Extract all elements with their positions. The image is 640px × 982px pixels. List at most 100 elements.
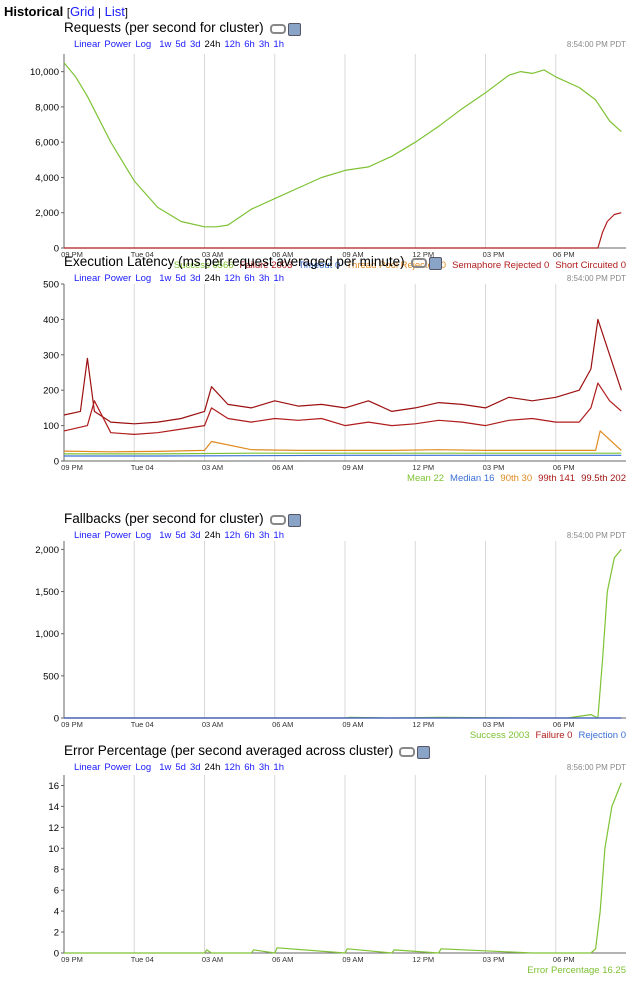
- link-icon[interactable]: [399, 747, 416, 758]
- range-option-3d[interactable]: 3d: [189, 39, 201, 50]
- range-option-24h[interactable]: 24h: [204, 273, 221, 284]
- range-option-1h[interactable]: 1h: [273, 530, 284, 541]
- x-tick-label: 09 PM: [61, 463, 83, 472]
- legend-entry: Failure 2003: [239, 260, 293, 271]
- y-tick-label: 2: [54, 928, 59, 939]
- range-option-1w[interactable]: 1w: [159, 762, 172, 773]
- legend-entry: Median 16: [450, 473, 495, 484]
- page-header: Historical [Grid | List]: [4, 4, 128, 19]
- range-option-5d[interactable]: 5d: [175, 39, 186, 50]
- link-icon[interactable]: [269, 515, 286, 526]
- y-tick-label: 300: [43, 350, 59, 361]
- y-tick-label: 500: [43, 671, 59, 682]
- range-option-12h[interactable]: 12h: [224, 530, 241, 541]
- series-line-99th: [63, 382, 622, 435]
- range-option-3h[interactable]: 3h: [258, 273, 270, 284]
- range-option-5d[interactable]: 5d: [175, 273, 186, 284]
- range-option-12h[interactable]: 12h: [224, 273, 241, 284]
- range-option-1w[interactable]: 1w: [159, 273, 172, 284]
- range-option-12h[interactable]: 12h: [224, 39, 241, 50]
- legend-entry: 99.5th 202: [581, 473, 626, 484]
- scale-option-power[interactable]: Power: [104, 530, 132, 541]
- range-option-24h[interactable]: 24h: [204, 530, 221, 541]
- chart-legend: Error Percentage 16.25: [521, 965, 626, 976]
- y-tick-label: 8,000: [35, 102, 59, 113]
- x-tick-label: 09 PM: [61, 955, 83, 964]
- x-tick-label: 06 PM: [553, 463, 575, 472]
- x-tick-label: Tue 04: [131, 955, 154, 964]
- range-option-3h[interactable]: 3h: [258, 530, 270, 541]
- range-option-1h[interactable]: 1h: [273, 273, 284, 284]
- chart-svg: 09 PM Tue 04 03 AM 06 AM 09 AM 12 PM 03 PM 06 P…: [30, 54, 626, 259]
- range-option-6h[interactable]: 6h: [244, 530, 255, 541]
- range-option-3d[interactable]: 3d: [189, 273, 201, 284]
- x-tick-label: 03 AM: [202, 720, 223, 729]
- link-icon[interactable]: [410, 258, 427, 269]
- range-option-3d[interactable]: 3d: [189, 762, 201, 773]
- x-tick-label: 09 AM: [342, 463, 363, 472]
- range-option-24h[interactable]: 24h: [204, 39, 221, 50]
- range-option-5d[interactable]: 5d: [175, 530, 186, 541]
- scale-option-power[interactable]: Power: [104, 762, 132, 773]
- scale-option-log[interactable]: Log: [135, 39, 152, 50]
- scale-option-linear[interactable]: Linear: [74, 530, 101, 541]
- x-tick-label: 06 AM: [272, 250, 293, 259]
- range-option-6h[interactable]: 6h: [244, 273, 255, 284]
- y-tick-label: 6,000: [35, 138, 59, 149]
- chart-panel: Error Percentage (per second averaged ac…: [0, 743, 640, 981]
- range-option-6h[interactable]: 6h: [244, 39, 255, 50]
- y-tick-label: 0: [54, 714, 59, 725]
- range-option-5d[interactable]: 5d: [175, 762, 186, 773]
- scale-option-linear[interactable]: Linear: [74, 273, 101, 284]
- scale-option-log[interactable]: Log: [135, 762, 152, 773]
- x-tick-label: Tue 04: [131, 250, 154, 259]
- y-tick-label: 1,000: [35, 629, 59, 640]
- scale-option-linear[interactable]: Linear: [74, 762, 101, 773]
- scale-option-power[interactable]: Power: [104, 39, 132, 50]
- image-icon[interactable]: [417, 745, 431, 759]
- timestamp: 8:56:00 PM PDT: [566, 763, 626, 772]
- y-tick-label: 4,000: [35, 173, 59, 184]
- image-icon[interactable]: [287, 22, 301, 36]
- range-option-1w[interactable]: 1w: [159, 530, 172, 541]
- range-option-3h[interactable]: 3h: [258, 762, 270, 773]
- series-line-mean: [64, 452, 622, 455]
- link-icon[interactable]: [269, 24, 286, 35]
- time-range-bar: Linear Power Log 1w 5d 3d 24h 12h 6h 3h 1h: [74, 530, 288, 541]
- x-tick-label: 06 AM: [272, 463, 293, 472]
- x-tick-label: 09 AM: [342, 720, 363, 729]
- image-icon[interactable]: [287, 513, 301, 527]
- chart-svg: 09 PM Tue 04 03 AM 06 AM 09 AM 12 PM 03 PM 06 P…: [48, 775, 626, 964]
- time-range-bar: Linear Power Log 1w 5d 3d 24h 12h 6h 3h 1h: [74, 273, 288, 284]
- range-option-1h[interactable]: 1h: [273, 39, 284, 50]
- x-tick-label: 09 AM: [342, 250, 363, 259]
- series-line-error-percentage: [64, 782, 622, 954]
- legend-entry: Mean 22: [407, 473, 445, 484]
- range-option-12h[interactable]: 12h: [224, 762, 241, 773]
- list-link[interactable]: List: [104, 4, 125, 19]
- scale-option-log[interactable]: Log: [135, 273, 152, 284]
- range-option-3d[interactable]: 3d: [189, 530, 201, 541]
- chart-panel: Requests (per second for cluster) Linear P…: [0, 20, 640, 276]
- range-option-3h[interactable]: 3h: [258, 39, 270, 50]
- legend-entry: Rejection 0: [578, 730, 626, 741]
- x-tick-label: 06 AM: [272, 720, 293, 729]
- x-tick-label: 03 PM: [483, 955, 505, 964]
- scale-option-power[interactable]: Power: [104, 273, 132, 284]
- image-icon[interactable]: [428, 256, 442, 270]
- range-option-24h[interactable]: 24h: [204, 762, 221, 773]
- time-range-bar: Linear Power Log 1w 5d 3d 24h 12h 6h 3h 1h: [74, 39, 288, 50]
- grid-link[interactable]: Grid: [69, 4, 95, 19]
- y-tick-label: 400: [43, 315, 59, 326]
- range-option-1w[interactable]: 1w: [159, 39, 172, 50]
- scale-option-linear[interactable]: Linear: [74, 39, 101, 50]
- scale-option-log[interactable]: Log: [135, 530, 152, 541]
- chart-title: Execution Latency (ms per request averag…: [64, 254, 442, 270]
- range-option-1h[interactable]: 1h: [273, 762, 284, 773]
- y-tick-label: 0: [54, 457, 59, 468]
- legend-entry: 90th 30: [500, 473, 533, 484]
- y-tick-label: 4: [54, 907, 59, 918]
- chart-legend: Mean 22 Median 16 90th 30 99th 141 99.5th 20…: [401, 473, 626, 484]
- range-option-6h[interactable]: 6h: [244, 762, 255, 773]
- x-tick-label: 09 PM: [61, 250, 83, 259]
